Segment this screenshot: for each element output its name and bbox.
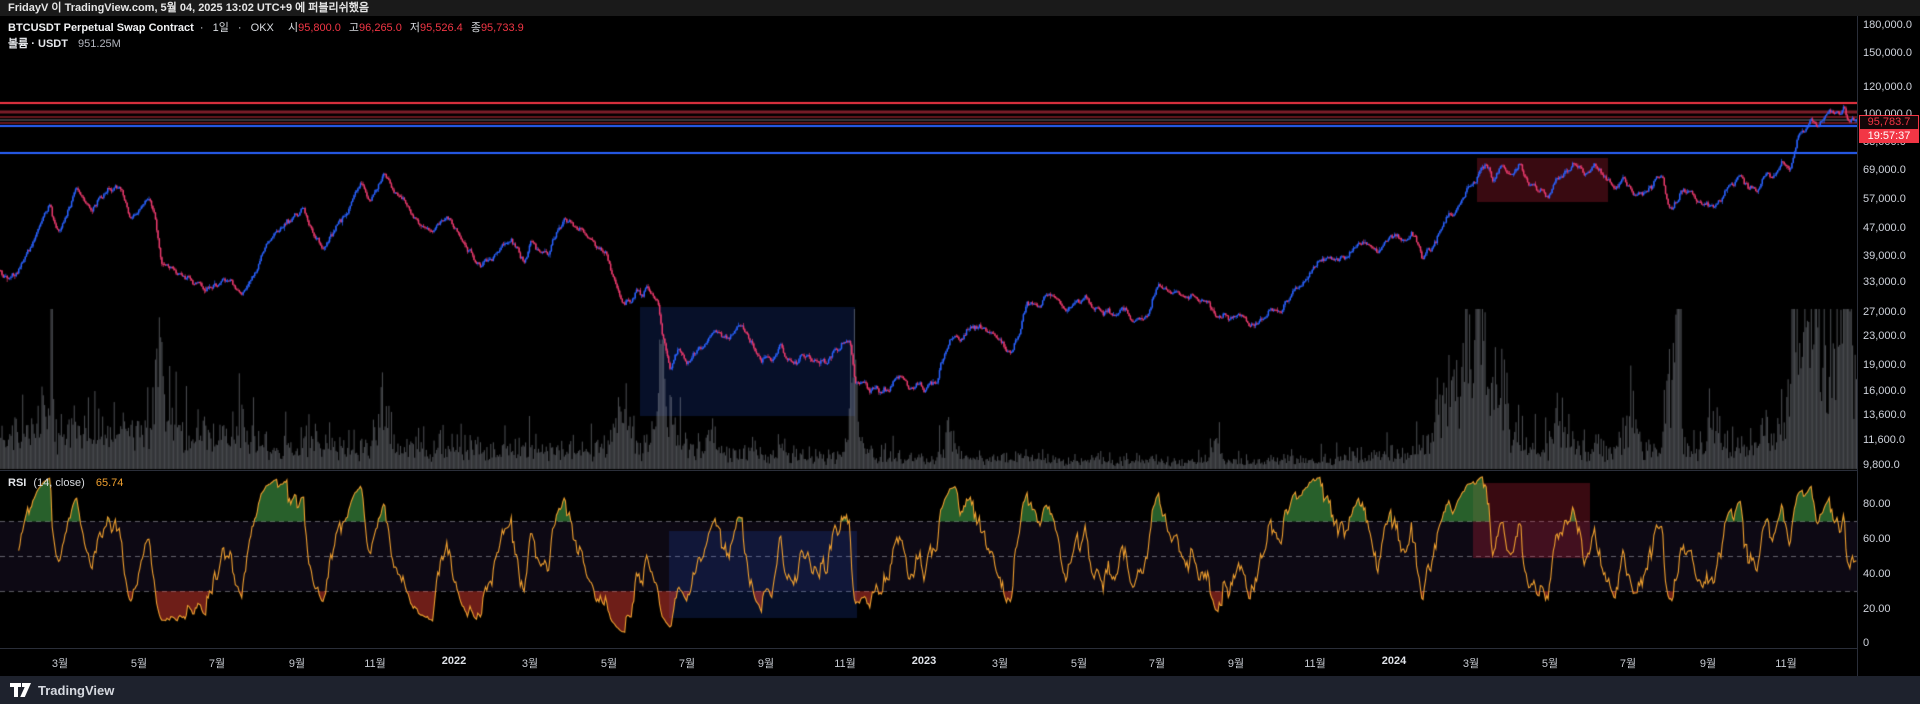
time-axis-tick: 7월 <box>1148 658 1166 670</box>
bar-countdown-label: 19:57:37 <box>1859 130 1919 143</box>
symbol-legend: BTCUSDT Perpetual Swap Contract · 1일 · O… <box>8 20 524 52</box>
symbol-legend-row: BTCUSDT Perpetual Swap Contract · 1일 · O… <box>8 20 524 36</box>
time-axis-tick: 11월 <box>1304 658 1326 670</box>
price-axis-tick: 69,000.0 <box>1863 164 1906 176</box>
time-axis-tick: 7월 <box>1619 658 1637 670</box>
time-axis-tick: 2022 <box>441 655 467 667</box>
time-axis-tick: 9월 <box>288 658 306 670</box>
time-axis[interactable]: 3월 5월 7월 9월 11월 2022 3월 5월 7월 9월 11월 2023 3월 5월 7월 9월 11… <box>0 648 1857 676</box>
price-axis-tick: 150,000.0 <box>1863 47 1912 59</box>
pane-separator[interactable] <box>0 470 1857 471</box>
rsi-indicator-params: (14, close) <box>33 477 85 489</box>
interval-label[interactable]: 1일 <box>212 22 229 34</box>
volume-legend-row: 볼륨 · USDT 951.25M <box>8 36 524 52</box>
ohlc-field-label: 고 <box>348 22 360 34</box>
last-price-label[interactable]: 95,783.7 <box>1859 115 1919 130</box>
ohlc-field-label: 종 <box>470 22 481 34</box>
legend-dot: · <box>237 22 242 34</box>
volume-value: 951.25M <box>78 38 121 50</box>
price-axis-tick: 9,800.0 <box>1863 459 1900 471</box>
ohlc-field-label: 시 <box>287 22 299 34</box>
time-axis-tick: 3월 <box>521 658 539 670</box>
footer-bar: TradingView <box>0 676 1920 704</box>
ohlc-field-value: 95,800.0 <box>298 22 341 34</box>
rsi-legend: RSI (14, close) 65.74 <box>8 477 123 489</box>
tradingview-brand-text[interactable]: TradingView <box>38 682 115 698</box>
time-axis-tick: 9월 <box>1699 658 1717 670</box>
time-axis-tick: 11월 <box>834 658 856 670</box>
price-chart-canvas[interactable] <box>0 16 1857 648</box>
time-axis-tick: 5월 <box>600 658 618 670</box>
tradingview-logo-icon[interactable] <box>10 683 31 697</box>
exchange-label[interactable]: OKX <box>250 22 274 34</box>
ohlc-field-value: 95,733.9 <box>480 22 524 34</box>
time-axis-tick: 2024 <box>1381 655 1407 667</box>
time-axis-tick: 5월 <box>130 658 148 670</box>
price-axis-tick: 47,000.0 <box>1863 222 1906 234</box>
publish-banner: FridayV 이 TradingView.com, 5월 04, 2025 1… <box>0 0 1920 16</box>
time-axis-tick: 11월 <box>1775 658 1797 670</box>
ohlc-field-value: 95,526.4 <box>419 22 463 34</box>
ohlc-field-value: 96,265.0 <box>359 22 402 34</box>
price-axis-tick: 19,000.0 <box>1863 359 1906 371</box>
time-axis-tick: 5월 <box>1541 658 1559 670</box>
volume-label[interactable]: 볼륨 · USDT <box>8 38 68 50</box>
chart-area: BTCUSDT Perpetual Swap Contract · 1일 · O… <box>0 16 1920 676</box>
price-axis-tick: 33,000.0 <box>1863 276 1906 288</box>
symbol-title[interactable]: BTCUSDT Perpetual Swap Contract <box>8 22 194 34</box>
price-axis-tick: 60.00 <box>1863 533 1891 545</box>
rsi-indicator-name[interactable]: RSI <box>8 477 27 489</box>
price-axis-tick: 39,000.0 <box>1863 250 1906 262</box>
price-axis-tick: 80.00 <box>1863 498 1891 510</box>
price-axis-tick: 20.00 <box>1863 603 1891 615</box>
time-axis-tick: 2023 <box>911 655 937 667</box>
legend-dot: · <box>199 22 204 34</box>
time-axis-tick: 3월 <box>51 658 69 670</box>
price-axis-tick: 27,000.0 <box>1863 306 1906 318</box>
price-axis-tick: 11,600.0 <box>1863 434 1906 446</box>
time-axis-tick: 9월 <box>757 658 775 670</box>
publish-banner-text: FridayV 이 TradingView.com, 5월 04, 2025 1… <box>8 2 370 14</box>
rsi-indicator-value: 65.74 <box>95 477 124 489</box>
ohlc-readout: 시95,800.0 고96,265.0 저95,526.4 종95,733.9 <box>280 22 524 34</box>
price-axis-tick: 13,600.0 <box>1863 409 1906 421</box>
time-axis-tick: 3월 <box>991 658 1009 670</box>
time-axis-tick: 7월 <box>208 658 226 670</box>
price-axis[interactable]: 95,783.7 19:57:37 180,000.0 150,000.0 120,… <box>1857 16 1920 676</box>
price-axis-tick: 120,000.0 <box>1863 81 1912 93</box>
time-axis-tick: 7월 <box>678 658 696 670</box>
price-axis-tick: 180,000.0 <box>1863 19 1912 31</box>
price-axis-tick: 23,000.0 <box>1863 330 1906 342</box>
time-axis-tick: 3월 <box>1462 658 1480 670</box>
price-axis-tick: 0 <box>1863 637 1870 649</box>
time-axis-tick: 9월 <box>1227 658 1245 670</box>
price-axis-tick: 40.00 <box>1863 568 1891 580</box>
ohlc-field-label: 저 <box>409 22 420 34</box>
time-axis-tick: 5월 <box>1070 658 1088 670</box>
price-axis-tick: 57,000.0 <box>1863 193 1906 205</box>
price-axis-tick: 16,000.0 <box>1863 385 1906 397</box>
time-axis-tick: 11월 <box>364 658 386 670</box>
